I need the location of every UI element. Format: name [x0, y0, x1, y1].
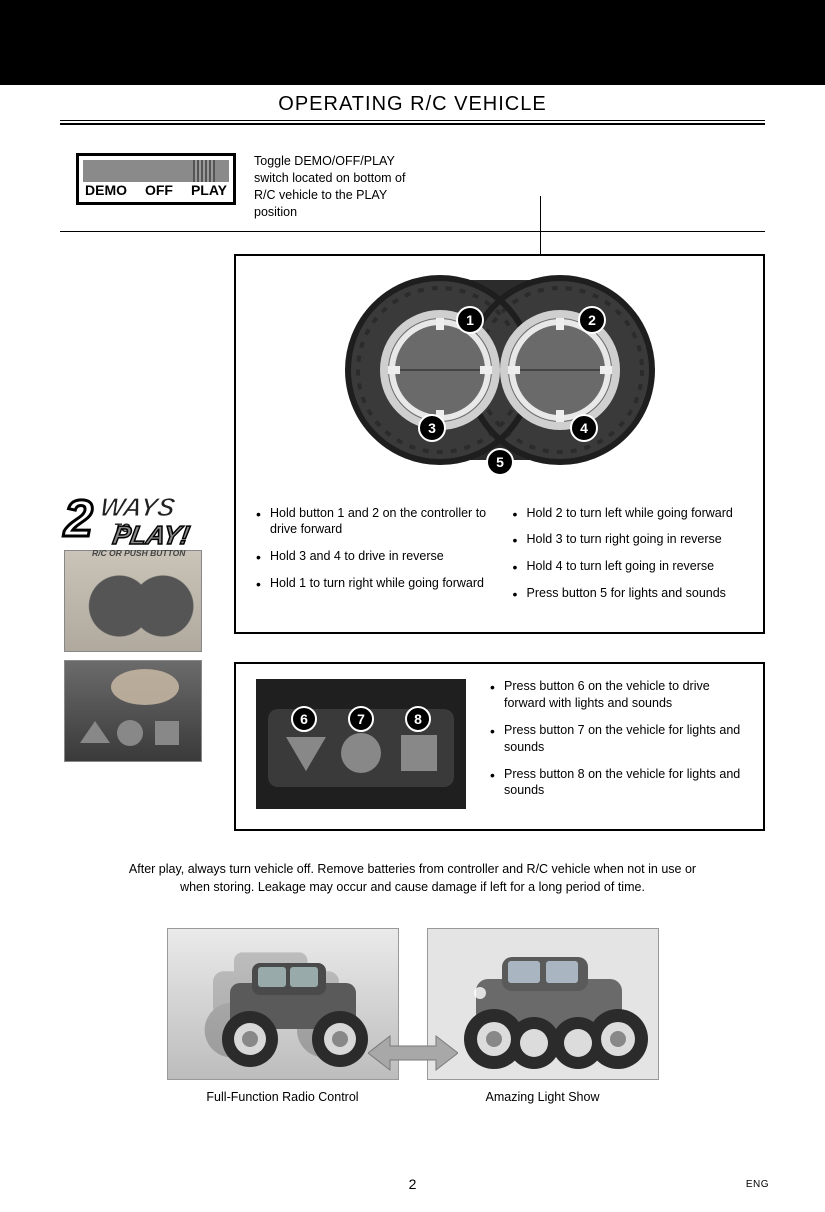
section-title: OPERATING R/C VEHICLE [60, 93, 765, 116]
after-play-note: After play, always turn vehicle off. Rem… [113, 861, 713, 896]
bullet-item: Hold 1 to turn right while going forward [256, 575, 487, 592]
thumb-vehicle-buttons [64, 660, 202, 762]
bullet-item: Press button 8 on the vehicle for lights… [490, 766, 743, 800]
switch-labels: DEMO OFF PLAY [83, 182, 229, 198]
bullet-item: Hold 3 to turn right going in reverse [513, 531, 744, 548]
svg-text:8: 8 [414, 711, 422, 727]
switch-label-play: PLAY [191, 182, 227, 198]
vehicle-caption-left: Full-Function Radio Control [167, 1090, 399, 1104]
side-stack: 2 WAYS TO PLAY! R/C OR PUSH BUTTON [58, 486, 228, 770]
bullet-item: Press button 6 on the vehicle to drive f… [490, 678, 743, 712]
page-content: OPERATING R/C VEHICLE DEMO OFF PLAY Togg… [0, 93, 825, 1104]
bullet-item: Hold 2 to turn left while going forward [513, 505, 744, 522]
switch-description: Toggle DEMO/OFF/PLAY switch located on b… [254, 153, 419, 221]
switch-diagram: DEMO OFF PLAY [76, 153, 236, 205]
svg-text:3: 3 [428, 420, 436, 436]
language-code: ENG [746, 1179, 769, 1190]
svg-text:7: 7 [357, 711, 365, 727]
divider-thick [60, 123, 765, 125]
switch-label-demo: DEMO [85, 182, 127, 198]
bottom-vehicle-row: Full-Function Radio Control [60, 928, 765, 1104]
vehicle-card-left: Full-Function Radio Control [167, 928, 399, 1104]
bullets-right: Hold 2 to turn left while going forward … [513, 505, 744, 613]
divider-thin [60, 120, 765, 121]
badge-3: 3 [419, 415, 445, 441]
svg-text:5: 5 [496, 454, 504, 470]
svg-text:1: 1 [466, 312, 474, 328]
logo-play: PLAY! [111, 520, 193, 550]
bullet-item: Press button 7 on the vehicle for lights… [490, 722, 743, 756]
switch-row: DEMO OFF PLAY Toggle DEMO/OFF/PLAY switc… [76, 153, 765, 221]
vehicle-bullets: Press button 6 on the vehicle to drive f… [490, 678, 743, 809]
connector-line [540, 196, 541, 254]
bullet-item: Press button 5 for lights and sounds [513, 585, 744, 602]
logo-2: 2 [63, 490, 93, 548]
switch-label-off: OFF [145, 182, 173, 198]
switch-track [83, 160, 229, 182]
svg-text:2: 2 [588, 312, 596, 328]
badge-2: 2 [579, 307, 605, 333]
vehicle-buttons-panel: 6 7 8 Press button 6 on the vehicle to d… [234, 662, 765, 831]
bullet-item: Hold 3 and 4 to drive in reverse [256, 548, 487, 565]
guide-block: 2 WAYS TO PLAY! R/C OR PUSH BUTTON [60, 254, 765, 832]
controller-illustration: 1 2 3 4 5 [256, 270, 743, 495]
bullet-item: Hold button 1 and 2 on the controller to… [256, 505, 487, 539]
page-number: 2 [409, 1176, 417, 1192]
svg-text:4: 4 [580, 420, 588, 436]
logo-ways: WAYS [98, 492, 178, 522]
svg-text:6: 6 [300, 711, 308, 727]
controller-instructions: Hold button 1 and 2 on the controller to… [256, 505, 743, 613]
top-black-bar [0, 0, 825, 85]
thumb-controller-in-hand [64, 550, 202, 652]
vehicle-image-radio-control [167, 928, 399, 1080]
badge-4: 4 [571, 415, 597, 441]
switch-handle [193, 160, 215, 182]
badge-5: 5 [487, 449, 513, 475]
swap-arrow-icon [368, 1028, 458, 1078]
bullet-item: Hold 4 to turn left going in reverse [513, 558, 744, 575]
vehicle-image-light-show [427, 928, 659, 1080]
divider-mid [60, 231, 765, 232]
bullets-left: Hold button 1 and 2 on the controller to… [256, 505, 487, 613]
two-ways-logo: 2 WAYS TO PLAY! R/C OR PUSH BUTTON [58, 486, 228, 558]
vehicle-card-right: Amazing Light Show [427, 928, 659, 1104]
controller-panel: 2 WAYS TO PLAY! R/C OR PUSH BUTTON [234, 254, 765, 635]
logo-sub: R/C OR PUSH BUTTON [92, 548, 186, 558]
vehicle-caption-right: Amazing Light Show [427, 1090, 659, 1104]
badge-1: 1 [457, 307, 483, 333]
vehicle-buttons-illustration: 6 7 8 [256, 679, 466, 809]
